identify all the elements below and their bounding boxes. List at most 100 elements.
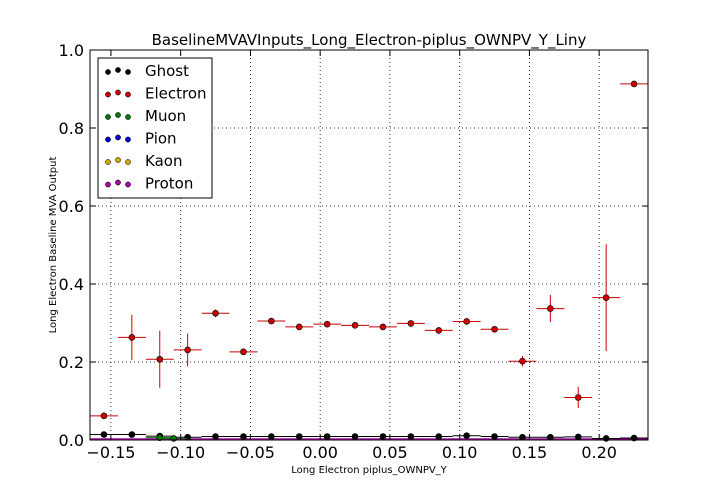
ghost-point bbox=[201, 433, 230, 440]
legend-marker-ghost bbox=[115, 67, 121, 73]
ghost-point bbox=[285, 433, 314, 440]
ghost-marker bbox=[463, 432, 470, 440]
electron-point bbox=[173, 333, 202, 367]
electron-point bbox=[90, 412, 118, 420]
x-tick-label: 0.20 bbox=[581, 443, 617, 462]
electron-marker bbox=[100, 412, 108, 420]
ghost-marker bbox=[212, 433, 219, 440]
x-tick-label: −0.15 bbox=[86, 443, 135, 462]
legend-label-proton: Proton bbox=[145, 175, 193, 193]
legend-label-muon: Muon bbox=[145, 107, 186, 125]
ghost-point bbox=[396, 433, 425, 440]
electron-point bbox=[369, 323, 397, 331]
electron-point bbox=[620, 80, 648, 88]
ghost-point bbox=[341, 433, 369, 440]
electron-point bbox=[201, 309, 230, 318]
y-tick-label: 1.0 bbox=[59, 41, 84, 60]
ghost-marker bbox=[602, 435, 610, 442]
ghost-point bbox=[424, 433, 453, 440]
ghost-point bbox=[117, 431, 146, 438]
chart-title: BaselineMVAVInputs_Long_Electron-piplus_… bbox=[152, 31, 587, 50]
electron-point bbox=[424, 327, 453, 334]
electron-marker bbox=[295, 323, 303, 331]
ghost-marker bbox=[268, 433, 275, 440]
electron-point bbox=[452, 318, 481, 325]
legend-marker-ghost bbox=[105, 69, 111, 75]
electron-marker bbox=[574, 394, 582, 401]
y-tick-label: 0.6 bbox=[59, 197, 84, 216]
electron-marker bbox=[491, 325, 498, 333]
data-points bbox=[90, 80, 648, 442]
electron-point bbox=[564, 386, 593, 409]
ticks: −0.15 −0.10 −0.05 0.00 0.05 0.10 0.15 0.20 0.0 0.… bbox=[59, 41, 648, 462]
electron-marker bbox=[212, 309, 219, 317]
electron-marker bbox=[547, 305, 554, 312]
x-tick-label: −0.10 bbox=[156, 443, 205, 462]
legend-item-muon: Muon bbox=[105, 107, 186, 125]
x-tick-label: −0.05 bbox=[226, 443, 275, 462]
electron-marker bbox=[519, 357, 526, 365]
legend-box bbox=[97, 57, 213, 199]
electron-marker bbox=[184, 346, 191, 354]
ghost-marker bbox=[435, 433, 443, 440]
ghost-point bbox=[452, 432, 481, 440]
electron-marker bbox=[435, 327, 443, 334]
electron-point bbox=[117, 314, 146, 361]
ghost-marker bbox=[100, 431, 108, 438]
legend-marker-pion bbox=[125, 136, 131, 143]
electron-marker bbox=[268, 317, 275, 325]
legend-marker-proton bbox=[105, 181, 111, 188]
legend-marker-electron bbox=[125, 91, 131, 98]
electron-point bbox=[480, 325, 509, 333]
electron-marker bbox=[463, 318, 470, 325]
legend-marker-proton bbox=[125, 181, 131, 188]
muon-marker bbox=[170, 435, 177, 442]
ghost-marker bbox=[407, 433, 415, 440]
ghost-marker bbox=[379, 433, 387, 440]
electron-point bbox=[396, 320, 425, 327]
ghost-marker bbox=[491, 433, 498, 440]
legend-label-electron: Electron bbox=[145, 85, 207, 103]
legend-label-ghost: Ghost bbox=[145, 62, 189, 80]
ghost-point bbox=[480, 433, 509, 440]
ghost-marker bbox=[128, 431, 136, 438]
electron-marker bbox=[630, 80, 638, 88]
x-tick-label: 0.15 bbox=[512, 443, 548, 462]
ghost-point bbox=[369, 433, 397, 440]
x-tick-label: 0.10 bbox=[442, 443, 478, 462]
electron-marker bbox=[128, 334, 136, 341]
x-axis-label: Long Electron piplus_OWNPV_Y bbox=[291, 465, 447, 476]
ghost-point bbox=[564, 433, 593, 441]
x-tick-label: 0.00 bbox=[302, 443, 338, 462]
electron-marker bbox=[156, 355, 164, 363]
legend-marker-muon bbox=[125, 114, 131, 120]
electron-marker bbox=[407, 320, 415, 327]
electron-point bbox=[285, 323, 314, 331]
y-tick-label: 0.8 bbox=[59, 119, 84, 138]
ghost-marker bbox=[519, 433, 526, 441]
electron-point bbox=[592, 244, 621, 352]
legend-marker-electron bbox=[105, 91, 111, 98]
legend-item-kaon: Kaon bbox=[105, 152, 182, 170]
ghost-marker bbox=[547, 433, 554, 441]
electron-point bbox=[229, 348, 258, 356]
electron-point bbox=[536, 294, 565, 323]
ghost-marker bbox=[323, 433, 331, 440]
ghost-marker bbox=[240, 433, 247, 440]
electron-marker bbox=[240, 348, 247, 356]
y-tick-label: 0.4 bbox=[59, 275, 84, 294]
y-tick-label: 0.0 bbox=[59, 431, 84, 450]
muon-marker bbox=[156, 434, 164, 441]
legend-marker-electron bbox=[115, 89, 121, 96]
legend-item-electron: Electron bbox=[105, 85, 207, 103]
ghost-marker bbox=[184, 433, 191, 441]
legend-item-ghost: Ghost bbox=[105, 62, 189, 80]
electron-marker bbox=[379, 323, 387, 331]
electron-point bbox=[145, 330, 174, 388]
ghost-point bbox=[229, 433, 258, 440]
electron-point bbox=[313, 320, 342, 328]
legend-item-proton: Proton bbox=[105, 175, 193, 193]
ghost-point bbox=[90, 431, 118, 438]
ghost-marker bbox=[574, 433, 582, 441]
